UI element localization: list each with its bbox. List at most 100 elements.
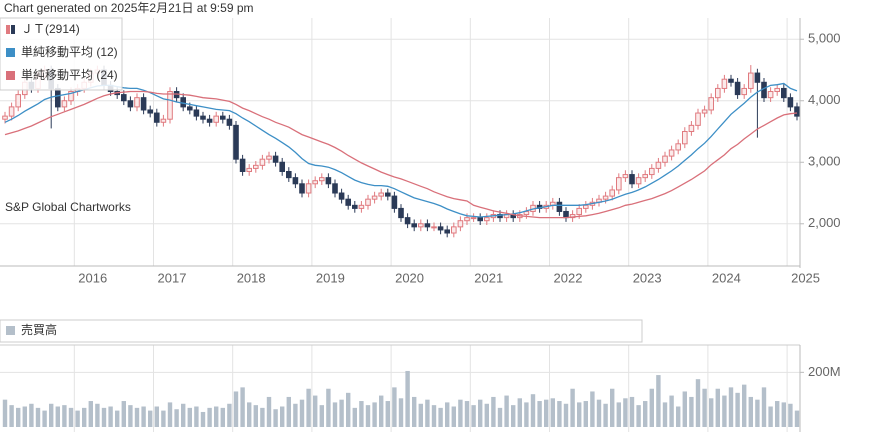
- volume-bar: [491, 396, 496, 427]
- volume-bar: [616, 402, 621, 427]
- candle-body: [444, 229, 450, 234]
- volume-bar: [517, 398, 522, 427]
- candle-body: [774, 87, 781, 93]
- volume-bar: [748, 396, 753, 427]
- volume-bar: [610, 388, 615, 427]
- volume-bar: [134, 407, 140, 427]
- x-tick-label: 2021: [474, 270, 503, 285]
- candle-body: [213, 115, 219, 123]
- y-tick-label: 2,000: [808, 215, 841, 230]
- volume-bar: [577, 402, 582, 427]
- candle-body: [200, 115, 206, 120]
- candle-body: [140, 97, 147, 111]
- volume-bar: [359, 401, 364, 427]
- volume-bar: [669, 395, 674, 427]
- candle-body: [233, 124, 239, 160]
- volume-bar: [735, 392, 740, 427]
- candle-body: [701, 109, 708, 114]
- legend-label: 単純移動平均 (24): [21, 68, 118, 82]
- candle-body: [365, 198, 371, 206]
- volume-bar: [101, 407, 107, 427]
- volume-bar: [346, 392, 351, 427]
- volume-bar: [649, 388, 654, 427]
- volume-bar: [194, 406, 199, 427]
- volume-bar: [82, 407, 87, 427]
- volume-bar: [689, 396, 694, 427]
- volume-bar: [319, 405, 324, 427]
- candle-body: [794, 106, 800, 117]
- candle-body: [239, 158, 246, 172]
- volume-bar: [715, 388, 720, 427]
- volume-bar: [266, 396, 272, 427]
- candle-body: [253, 164, 259, 169]
- candle-body: [715, 87, 721, 99]
- volume-bar: [207, 407, 212, 427]
- volume-bar: [313, 395, 318, 427]
- volume-bar: [68, 407, 74, 427]
- volume-bar: [781, 402, 786, 427]
- candle-body: [279, 161, 285, 172]
- volume-bar: [35, 407, 41, 427]
- volume-bar: [550, 398, 555, 427]
- legend-label: 単純移動平均 (12): [21, 45, 118, 59]
- volume-bar: [62, 405, 67, 427]
- candle-body: [404, 217, 411, 225]
- volume-bar: [590, 391, 595, 427]
- candle-body: [154, 112, 160, 123]
- volume-bar: [2, 399, 8, 427]
- candle-body: [220, 115, 226, 120]
- candle-body: [121, 94, 127, 102]
- volume-bar: [484, 403, 489, 427]
- volume-bar: [115, 410, 120, 427]
- volume-bar: [233, 391, 239, 427]
- candle-body: [305, 183, 312, 194]
- candle-body: [391, 195, 398, 209]
- volume-bar: [695, 379, 701, 427]
- legend-swatch: [6, 326, 15, 335]
- volume-bar: [326, 388, 331, 427]
- volume-bar: [405, 370, 410, 427]
- candle-body: [741, 87, 748, 96]
- volume-bar: [511, 405, 516, 427]
- volume-bar: [623, 398, 628, 427]
- volume-bar: [788, 403, 793, 427]
- volume-bar: [722, 395, 727, 427]
- candle-body: [385, 192, 391, 197]
- volume-bar: [682, 391, 687, 427]
- volume-bar: [286, 396, 291, 427]
- volume-bar: [629, 396, 635, 427]
- volume-bar: [214, 406, 219, 427]
- x-tick-label: 2018: [237, 270, 266, 285]
- candle-body: [266, 155, 272, 160]
- legend-swatch: [6, 25, 10, 34]
- candle-body: [398, 207, 404, 219]
- volume-bar: [530, 394, 536, 427]
- candle-body: [272, 155, 279, 163]
- volume-bar: [220, 407, 225, 427]
- candle-body: [8, 106, 15, 117]
- candle-body: [371, 195, 378, 200]
- volume-bar: [537, 401, 542, 427]
- volume-bar: [570, 388, 575, 427]
- volume-bar: [603, 403, 608, 427]
- candle-body: [61, 100, 68, 108]
- candle-body: [319, 177, 325, 182]
- candle-body: [622, 174, 629, 179]
- volume-bar: [247, 402, 252, 427]
- candle-body: [286, 170, 292, 179]
- candle-body: [688, 124, 695, 133]
- volume-bar: [775, 401, 780, 427]
- volume-bar: [16, 407, 21, 427]
- volume-bar: [174, 409, 179, 427]
- candle-body: [246, 167, 252, 172]
- volume-bar: [167, 402, 173, 427]
- candle-body: [662, 155, 668, 163]
- volume-bar: [95, 403, 100, 427]
- moving-average-line: [4, 90, 798, 219]
- volume-bar: [200, 411, 206, 427]
- volume-bar: [524, 402, 529, 427]
- candle-body: [675, 143, 682, 151]
- volume-bar: [181, 403, 186, 427]
- x-tick-label: 2025: [791, 270, 820, 285]
- chart-title: Chart generated on 2025年2月21日 at 9:59 pm: [4, 1, 254, 15]
